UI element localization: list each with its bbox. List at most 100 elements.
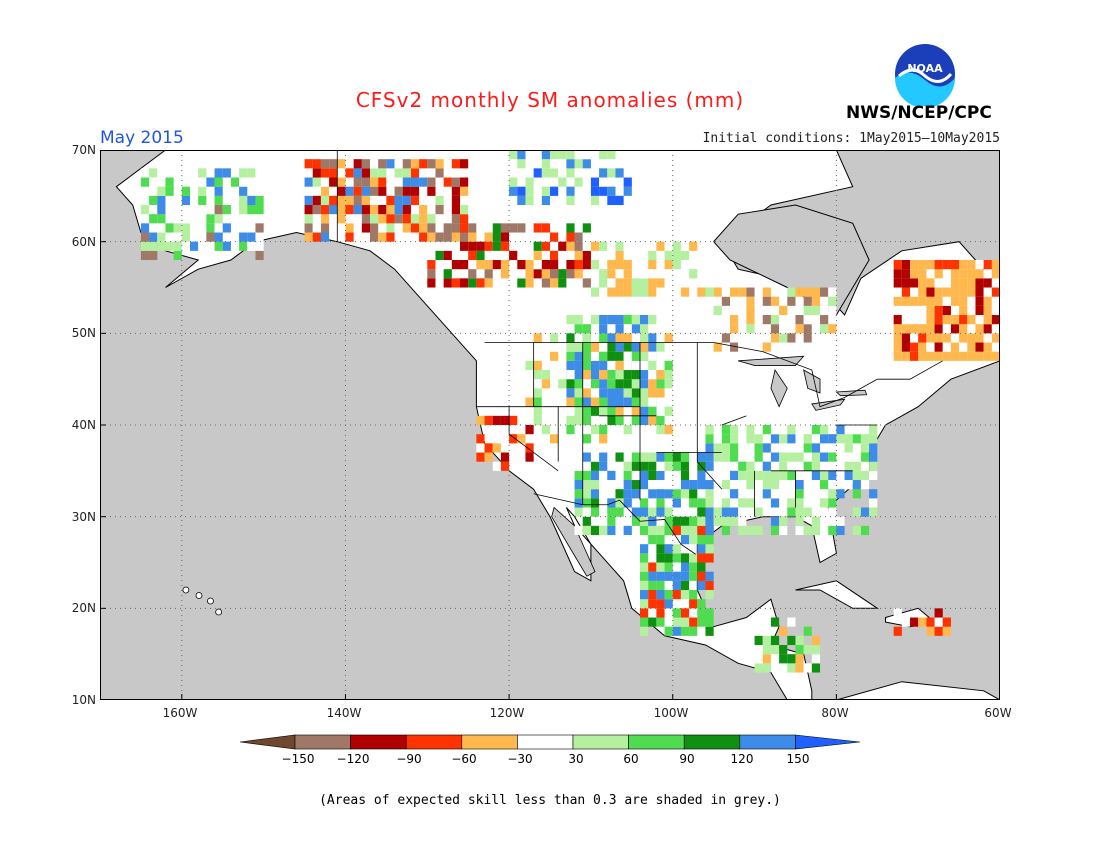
anomaly-cell: [410, 214, 420, 224]
anomaly-cell: [599, 525, 608, 536]
anomaly-cell: [828, 452, 837, 462]
anomaly-cell: [959, 342, 968, 352]
anomaly-cell: [689, 535, 698, 545]
anomaly-cell: [934, 608, 943, 618]
anomaly-cell: [607, 150, 616, 160]
anomaly-cell: [770, 305, 780, 316]
anomaly-cell: [697, 617, 706, 627]
anomaly-cell: [795, 489, 804, 499]
anomaly-cell: [615, 415, 624, 426]
anomaly-cell: [239, 241, 248, 251]
anomaly-cell: [746, 315, 755, 325]
anomaly-cell: [672, 571, 681, 581]
anomaly-cell: [140, 205, 150, 215]
anomaly-cell: [582, 360, 591, 371]
anomaly-cell: [353, 168, 362, 178]
anomaly-cell: [574, 342, 583, 352]
anomaly-cell: [419, 205, 428, 215]
anomaly-cell: [901, 287, 911, 297]
anomaly-cell: [599, 452, 608, 462]
lon-label-100w: 100W: [653, 706, 689, 720]
colorbar-label: 60: [623, 752, 639, 766]
anomaly-cell: [492, 260, 501, 270]
anomaly-cell: [427, 223, 436, 233]
anomaly-cell: [672, 452, 681, 462]
anomaly-cell: [173, 223, 182, 233]
anomaly-cell: [779, 461, 788, 471]
anomaly-cell: [803, 461, 812, 471]
anomaly-cell: [615, 351, 624, 361]
anomaly-cell: [517, 232, 526, 242]
anomaly-cell: [852, 489, 861, 499]
anomaly-cell: [664, 516, 673, 526]
anomaly-cell: [730, 333, 739, 343]
anomaly-cell: [566, 351, 575, 361]
great-lake: [835, 389, 868, 397]
anomaly-cell: [959, 287, 968, 297]
anomaly-cell: [820, 296, 829, 306]
anomaly-cell: [214, 205, 223, 215]
anomaly-cell: [721, 425, 731, 435]
anomaly-cell: [623, 388, 632, 398]
anomaly-cell: [533, 241, 542, 251]
anomaly-cell: [574, 351, 583, 361]
anomaly-cell: [828, 507, 837, 517]
anomaly-cell: [607, 379, 616, 389]
anomaly-cell: [828, 470, 837, 481]
anomaly-cell: [803, 525, 812, 536]
anomaly-cell: [615, 379, 624, 389]
anomaly-cell: [926, 342, 935, 352]
anomaly-cell: [378, 186, 387, 196]
anomaly-cell: [648, 525, 657, 536]
anomaly-cell: [582, 232, 591, 242]
anomaly-cell: [320, 159, 330, 169]
anomaly-cell: [640, 269, 649, 279]
anomaly-cell: [918, 278, 927, 288]
anomaly-cell: [795, 480, 804, 490]
anomaly-cell: [640, 617, 649, 627]
anomaly-cell: [582, 370, 591, 380]
anomaly-cell: [779, 305, 788, 316]
anomaly-cell: [869, 489, 878, 499]
anomaly-cell: [795, 315, 804, 325]
anomaly-cell: [386, 232, 395, 242]
anomaly-cell: [820, 516, 829, 526]
anomaly-cell: [705, 434, 714, 444]
anomaly-cell: [787, 617, 796, 627]
anomaly-cell: [754, 507, 763, 517]
anomaly-cell: [640, 498, 649, 508]
anomaly-cell: [435, 250, 444, 261]
anomaly-cell: [582, 470, 591, 481]
anomaly-cell: [206, 241, 215, 251]
anomaly-cell: [181, 168, 191, 178]
anomaly-cell: [811, 516, 821, 526]
anomaly-cell: [590, 360, 600, 371]
anomaly-cell: [779, 324, 788, 334]
anomaly-cell: [525, 351, 534, 361]
anomaly-cell: [582, 388, 591, 398]
anomaly-cell: [525, 223, 534, 233]
anomaly-cell: [738, 461, 747, 471]
anomaly-cell: [869, 434, 878, 444]
anomaly-cell: [304, 177, 313, 187]
anomaly-cell: [181, 223, 191, 233]
anomaly-cell: [934, 287, 943, 297]
anomaly-cell: [672, 608, 681, 618]
anomaly-cell: [680, 287, 690, 297]
anomaly-cell: [525, 278, 534, 288]
anomaly-cell: [991, 315, 1000, 325]
anomaly-cell: [492, 461, 501, 471]
anomaly-cell: [983, 333, 992, 343]
colorbar-label: 150: [786, 752, 810, 766]
anomaly-cell: [378, 168, 387, 178]
anomaly-cell: [247, 232, 256, 242]
anomaly-cell: [582, 250, 591, 261]
anomaly-cell: [533, 406, 542, 416]
anomaly-cell: [803, 305, 812, 316]
hudson-bay: [712, 204, 870, 316]
anomaly-cell: [738, 305, 747, 316]
anomaly-cell: [525, 333, 534, 343]
anomaly-cell: [869, 443, 878, 453]
anomaly-cell: [623, 461, 632, 471]
anomaly-cell: [689, 525, 698, 536]
